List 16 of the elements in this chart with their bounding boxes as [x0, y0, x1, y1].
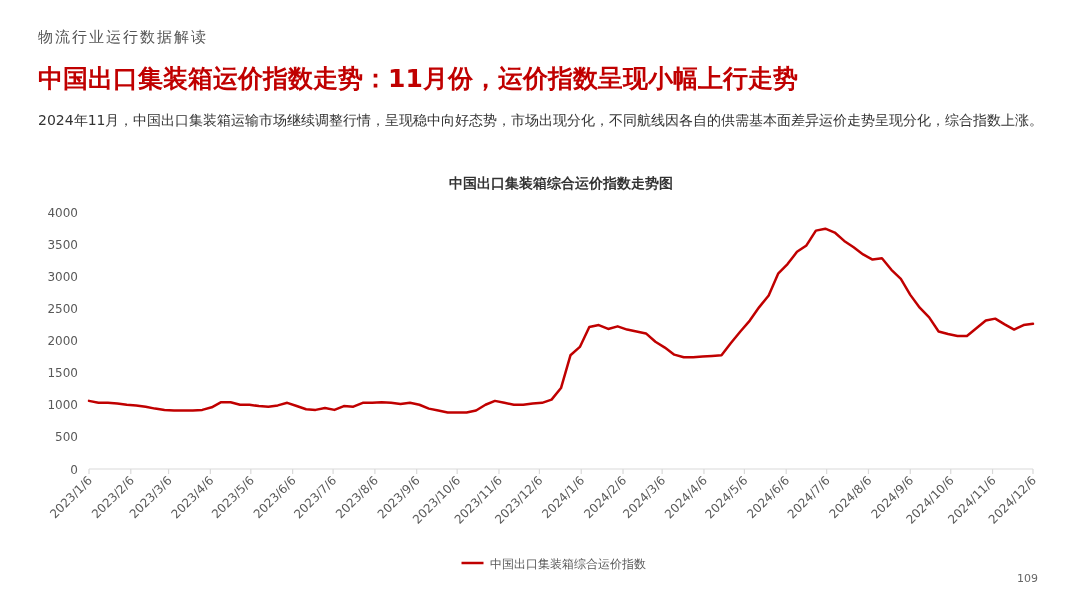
y-tick-label: 1000: [47, 398, 78, 413]
text: 109: [1017, 572, 1038, 585]
y-tick-label: 2500: [47, 301, 78, 316]
y-tick-label: 3500: [47, 237, 78, 252]
y-tick-label: 0: [70, 462, 78, 477]
text: 2024年11月，中国出口集装箱运输市场继续调整行情，呈现稳中向好态势，市场出现分化，不同航线因各自的供需基本面差异运价走势呈现分化，综合指数上涨。: [38, 111, 1045, 130]
y-tick-label: 500: [55, 430, 78, 445]
text: 中国出口集装箱运价指数走势：11月份，运价指数呈现小幅上行走势: [38, 63, 798, 95]
y-tick-label: 1500: [47, 366, 78, 381]
chart-title: 中国出口集装箱综合运价指数走势图: [449, 175, 673, 191]
y-tick-label: 4000: [47, 205, 78, 220]
y-tick-label: 2000: [47, 334, 78, 348]
line-series: [87, 227, 1035, 414]
legend-label: 中国出口集装箱综合运价指数: [489, 556, 646, 571]
y-tick-label: 3000: [47, 269, 78, 284]
text: 物流行业运行数据解读: [38, 28, 208, 47]
